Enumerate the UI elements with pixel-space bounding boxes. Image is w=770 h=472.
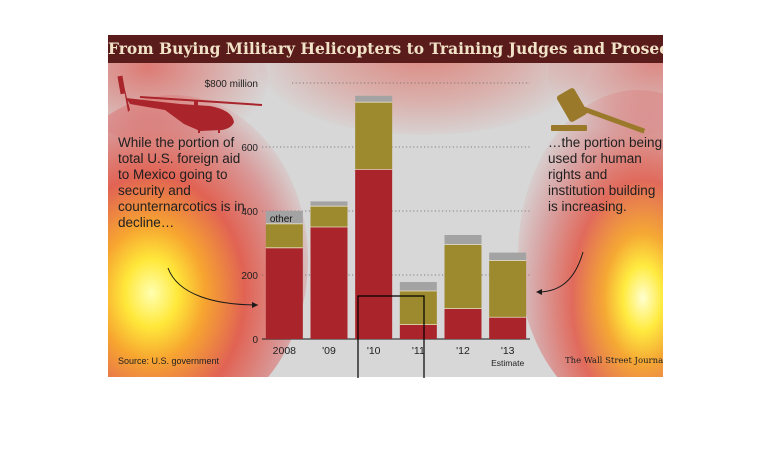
arrow-left-head	[252, 302, 258, 308]
annotation-left: While the portion of total U.S. foreign …	[118, 135, 245, 230]
x-tick-label: '10	[367, 345, 381, 357]
bar-segment-institution	[310, 206, 348, 227]
bar-segment-institution	[265, 223, 303, 248]
bar-segment-security	[444, 308, 482, 339]
x-tick-label: '11	[412, 345, 425, 357]
annotation-right: …the portion being used for human rights…	[548, 135, 663, 214]
bar-segment-security	[399, 324, 437, 339]
y-tick-label: 600	[241, 143, 258, 154]
bar-segment-security	[265, 247, 303, 339]
bar-segment-institution	[489, 260, 527, 318]
x-tick-label: '12	[456, 345, 470, 357]
y-tick-label: 200	[241, 271, 258, 282]
helicopter-icon	[117, 75, 263, 133]
bar-segment-other	[355, 95, 393, 103]
arrow-left	[167, 267, 259, 306]
bars	[265, 95, 527, 339]
selection-overlay	[357, 295, 425, 378]
bar-segment-other	[489, 252, 527, 261]
x-tick-label: '09	[322, 345, 336, 357]
y-tick-label: $800 million	[205, 79, 258, 90]
arrow-right-head	[536, 289, 542, 295]
bar-segment-security	[355, 169, 393, 339]
bar-segment-other	[444, 235, 482, 245]
x-tick-label: 2008	[273, 345, 297, 357]
gridlines	[262, 82, 530, 340]
bar-segment-institution	[444, 244, 482, 309]
y-tick-label: 400	[241, 207, 258, 218]
x-tick-label: '13	[501, 345, 515, 357]
chart-title: From Buying Military Helicopters to Trai…	[108, 35, 663, 63]
x-tick-note: Estimate	[491, 358, 524, 368]
y-tick-label: 0	[252, 335, 258, 346]
bar-segment-other	[265, 211, 303, 224]
bar-segment-institution	[355, 102, 393, 170]
arrow-right	[537, 251, 584, 293]
bar-segment-security	[489, 317, 527, 339]
bar-segment-other	[399, 282, 437, 291]
gavel-icon	[551, 88, 646, 134]
source-note: Source: U.S. government	[118, 356, 220, 366]
bar-segment-other	[310, 201, 348, 207]
axis-labels: 0 200 400 600 $800 million 2008 '09 '10 '11 '12 '1…	[205, 79, 525, 368]
series-label-other: other	[270, 214, 293, 225]
bar-segment-security	[310, 227, 348, 339]
publisher-credit: The Wall Street Journal	[565, 356, 663, 366]
